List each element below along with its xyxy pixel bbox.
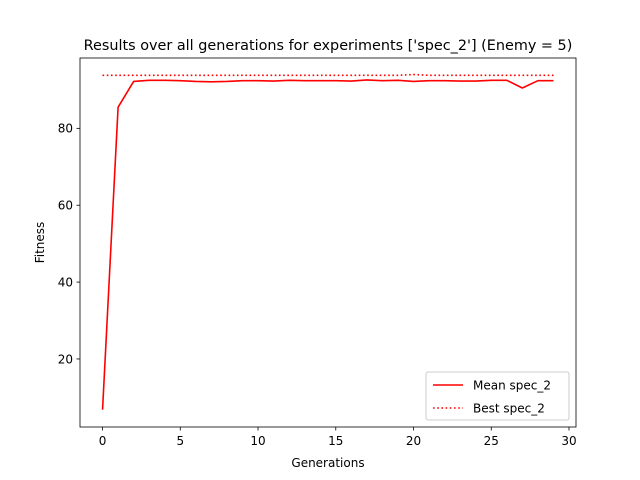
- series-layer: [101, 73, 554, 410]
- y-axis-label: Fitness: [33, 222, 47, 264]
- plot-frame: [79, 57, 577, 428]
- legend: Mean spec_2 Best spec_2: [425, 371, 570, 421]
- legend-label-best: Best spec_2: [473, 402, 545, 416]
- x-tick-label: 15: [328, 434, 343, 448]
- x-axis-label: Generations: [291, 456, 364, 470]
- y-ticks: 20 40 60 80: [58, 122, 80, 366]
- x-tick-label: 25: [484, 434, 499, 448]
- series-line-best: [102, 73, 554, 77]
- x-ticks: 0 5 10 15 20 25 30: [99, 427, 577, 448]
- y-tick-label: 80: [58, 122, 73, 136]
- legend-box: [425, 371, 570, 421]
- x-tick-label: 5: [176, 434, 184, 448]
- x-tick-label: 0: [99, 434, 107, 448]
- y-tick-label: 40: [58, 275, 73, 289]
- y-tick-label: 20: [58, 352, 73, 366]
- series-line-mean: [101, 79, 554, 410]
- legend-label-mean: Mean spec_2: [473, 379, 551, 393]
- x-tick-label: 20: [406, 434, 421, 448]
- x-tick-label: 30: [561, 434, 576, 448]
- x-tick-label: 10: [250, 434, 265, 448]
- chart-title: Results over all generations for experim…: [84, 38, 573, 54]
- y-tick-label: 60: [58, 199, 73, 213]
